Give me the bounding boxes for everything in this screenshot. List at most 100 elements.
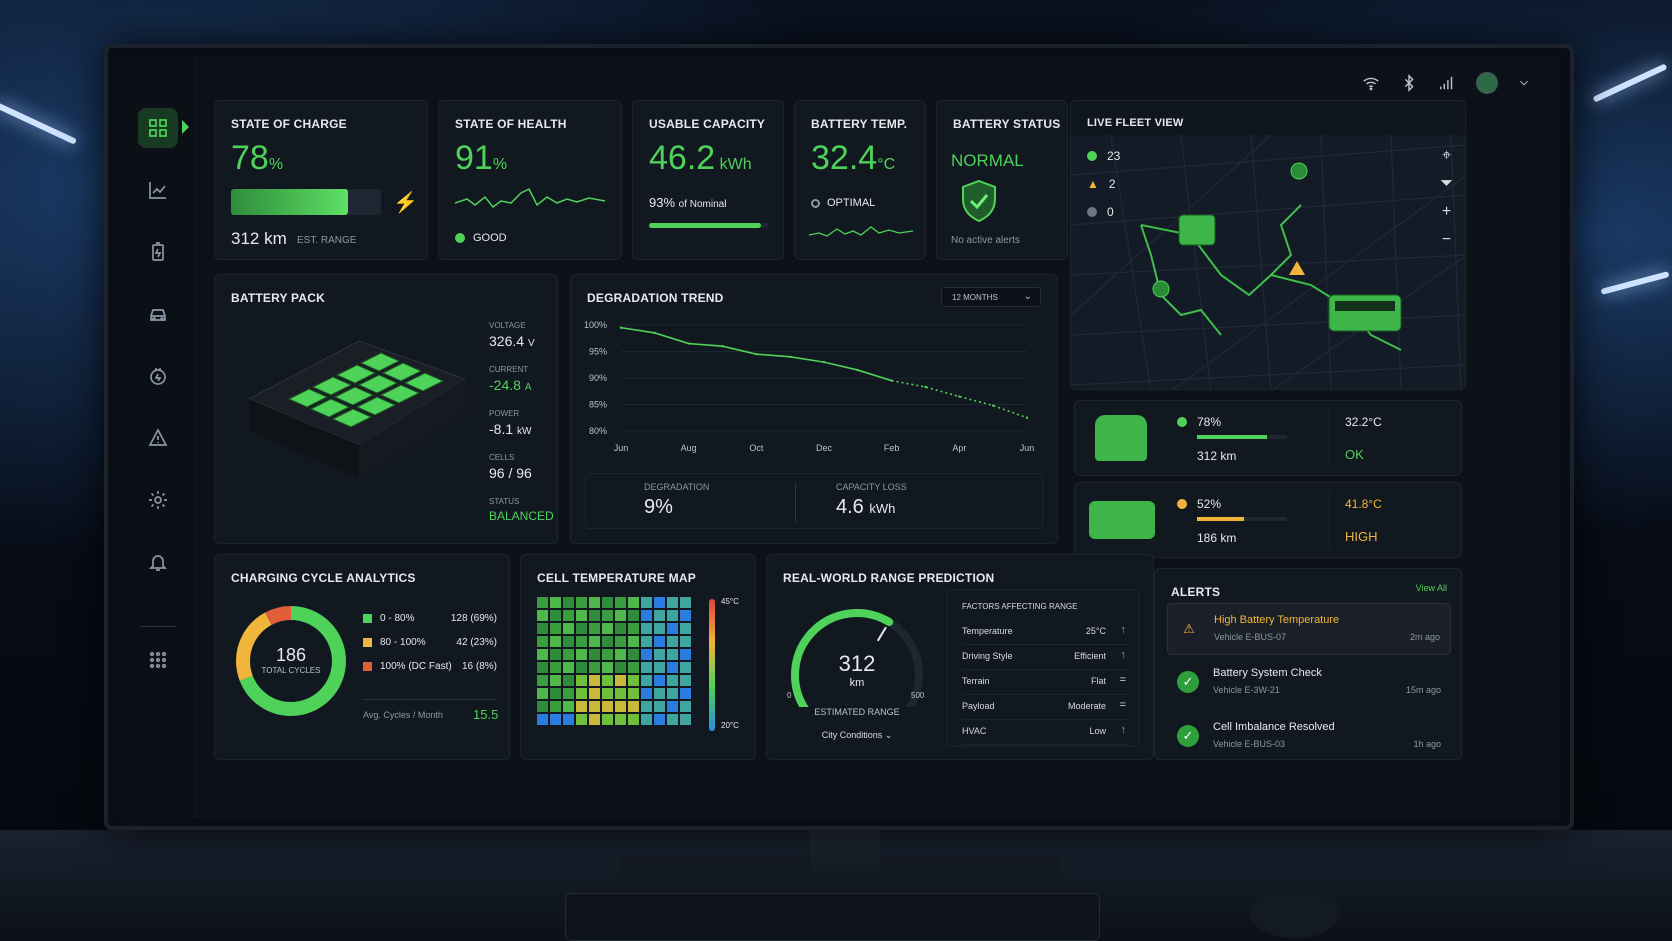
cell bbox=[563, 610, 574, 621]
cell bbox=[602, 597, 613, 608]
degradation-summary: DEGRADATION 9% CAPACITY LOSS 4.6 kWh bbox=[585, 473, 1043, 529]
arrow-up-icon: ↑ bbox=[1120, 724, 1127, 736]
power-label: POWER bbox=[489, 409, 520, 418]
status-dot bbox=[1087, 151, 1097, 161]
soc-value: 78 bbox=[231, 139, 269, 177]
status-note: No active alerts bbox=[951, 235, 1020, 246]
capacity-loss-unit: kWh bbox=[869, 501, 896, 516]
sidebar bbox=[118, 56, 196, 818]
voltage-label: VOLTAGE bbox=[489, 321, 526, 330]
cell bbox=[602, 662, 613, 673]
cell bbox=[654, 610, 665, 621]
range-dropdown[interactable]: 12 MONTHS ⌄ bbox=[941, 287, 1041, 307]
status-dot bbox=[455, 233, 465, 243]
legend-item: 80 - 100% 42 (23%) bbox=[363, 637, 497, 648]
sidebar-item-notifications[interactable] bbox=[138, 542, 178, 582]
sidebar-item-apps[interactable] bbox=[138, 640, 178, 680]
cell bbox=[615, 701, 626, 712]
sidebar-item-charging[interactable] bbox=[138, 356, 178, 396]
cell bbox=[667, 649, 678, 660]
cell bbox=[576, 675, 587, 686]
condition-dropdown[interactable]: City Conditions ⌄ bbox=[797, 730, 917, 741]
vehicle-soc-bar-fill bbox=[1197, 517, 1244, 521]
trend-forecast-line bbox=[891, 379, 1028, 419]
donut-segment bbox=[236, 606, 346, 716]
x-tick-label: Oct bbox=[749, 443, 764, 453]
alert-item[interactable]: ⚠ High Battery Temperature Vehicle E-BUS-0… bbox=[1167, 603, 1451, 655]
sidebar-item-dashboard[interactable] bbox=[138, 108, 178, 148]
fleet-map[interactable] bbox=[1071, 135, 1466, 390]
status-dot bbox=[811, 199, 820, 208]
view-all-link[interactable]: View All bbox=[1415, 583, 1447, 593]
signal-icon[interactable] bbox=[1438, 74, 1456, 92]
legend-item: 100% (DC Fast) 16 (8%) bbox=[363, 661, 497, 672]
data-point bbox=[687, 342, 690, 345]
filter-icon[interactable]: ⏷ bbox=[1440, 175, 1453, 192]
cell bbox=[576, 662, 587, 673]
data-point bbox=[924, 385, 927, 389]
zoom-out-icon[interactable]: − bbox=[1441, 231, 1452, 248]
state-of-health-card: STATE OF HEALTH 91% GOOD bbox=[438, 100, 622, 260]
temperature-scale bbox=[709, 599, 715, 731]
cells-label: CELLS bbox=[489, 453, 515, 462]
factor-value: Flat bbox=[1090, 676, 1106, 686]
soh-unit: % bbox=[492, 156, 508, 173]
cell bbox=[654, 688, 665, 699]
alert-item[interactable]: ✓ Battery System Check Vehicle E-3W-21 15m … bbox=[1167, 657, 1451, 709]
chart-icon bbox=[149, 182, 166, 199]
capacity-bar bbox=[649, 223, 769, 228]
bluetooth-icon[interactable] bbox=[1400, 74, 1418, 92]
range-unit: km bbox=[849, 677, 865, 689]
sidebar-item-warnings[interactable] bbox=[138, 418, 178, 458]
status-value: NORMAL bbox=[951, 151, 1024, 170]
chevron-down-icon[interactable] bbox=[1518, 77, 1530, 89]
factor-name: Terrain bbox=[962, 676, 990, 686]
wifi-icon[interactable] bbox=[1362, 74, 1380, 92]
factor-row: HVAC Low ↑ bbox=[962, 720, 1128, 745]
cell bbox=[563, 636, 574, 647]
cell bbox=[628, 714, 639, 725]
cell bbox=[563, 701, 574, 712]
arrow-up-icon: ↑ bbox=[1120, 624, 1127, 636]
sidebar-item-battery[interactable] bbox=[138, 232, 178, 272]
nominal-label: of Nominal bbox=[678, 199, 727, 210]
alert-title: Cell Imbalance Resolved bbox=[1213, 721, 1335, 733]
soc-range-label: EST. RANGE bbox=[297, 235, 357, 246]
cell bbox=[628, 597, 639, 608]
cell bbox=[537, 597, 548, 608]
count-value: 2 bbox=[1108, 177, 1116, 191]
car-icon bbox=[150, 309, 166, 321]
card-title: BATTERY PACK bbox=[231, 291, 325, 305]
cell bbox=[654, 636, 665, 647]
alert-item[interactable]: ✓ Cell Imbalance Resolved Vehicle E-BUS-03… bbox=[1167, 711, 1451, 763]
active-indicator bbox=[182, 120, 189, 134]
shield-check-icon bbox=[962, 179, 996, 223]
health-sparkline bbox=[455, 187, 606, 209]
vehicle-soc: 78% bbox=[1197, 415, 1222, 429]
locate-icon[interactable]: ⌖ bbox=[1442, 147, 1452, 164]
cell bbox=[537, 623, 548, 634]
avatar[interactable] bbox=[1476, 72, 1498, 94]
cell bbox=[641, 675, 652, 686]
sidebar-item-vehicles[interactable] bbox=[138, 294, 178, 334]
vehicle-row[interactable]: 52% 186 km 41.8°C HIGH bbox=[1074, 482, 1462, 558]
cell bbox=[667, 714, 678, 725]
cell bbox=[537, 675, 548, 686]
count-value: 0 bbox=[1107, 205, 1114, 219]
legend-swatch bbox=[363, 662, 372, 671]
temp-value: 32.4 bbox=[811, 139, 878, 177]
vehicle-row[interactable]: 78% 312 km 32.2°C OK bbox=[1074, 400, 1462, 476]
card-title: STATE OF HEALTH bbox=[455, 117, 567, 131]
current-label: CURRENT bbox=[489, 365, 529, 374]
sidebar-item-analytics[interactable] bbox=[138, 170, 178, 210]
count-active: 23 bbox=[1087, 149, 1120, 163]
alert-time: 1h ago bbox=[1413, 739, 1441, 749]
cell bbox=[654, 714, 665, 725]
sidebar-item-settings[interactable] bbox=[138, 480, 178, 520]
chevron-down-icon: ⌄ bbox=[884, 730, 893, 740]
cell bbox=[589, 701, 600, 712]
soc-unit: % bbox=[268, 156, 284, 173]
charging-cycle-card: CHARGING CYCLE ANALYTICS 186 TOTAL CYCLE… bbox=[214, 554, 510, 760]
zoom-in-icon[interactable]: + bbox=[1441, 203, 1452, 220]
cell bbox=[615, 610, 626, 621]
